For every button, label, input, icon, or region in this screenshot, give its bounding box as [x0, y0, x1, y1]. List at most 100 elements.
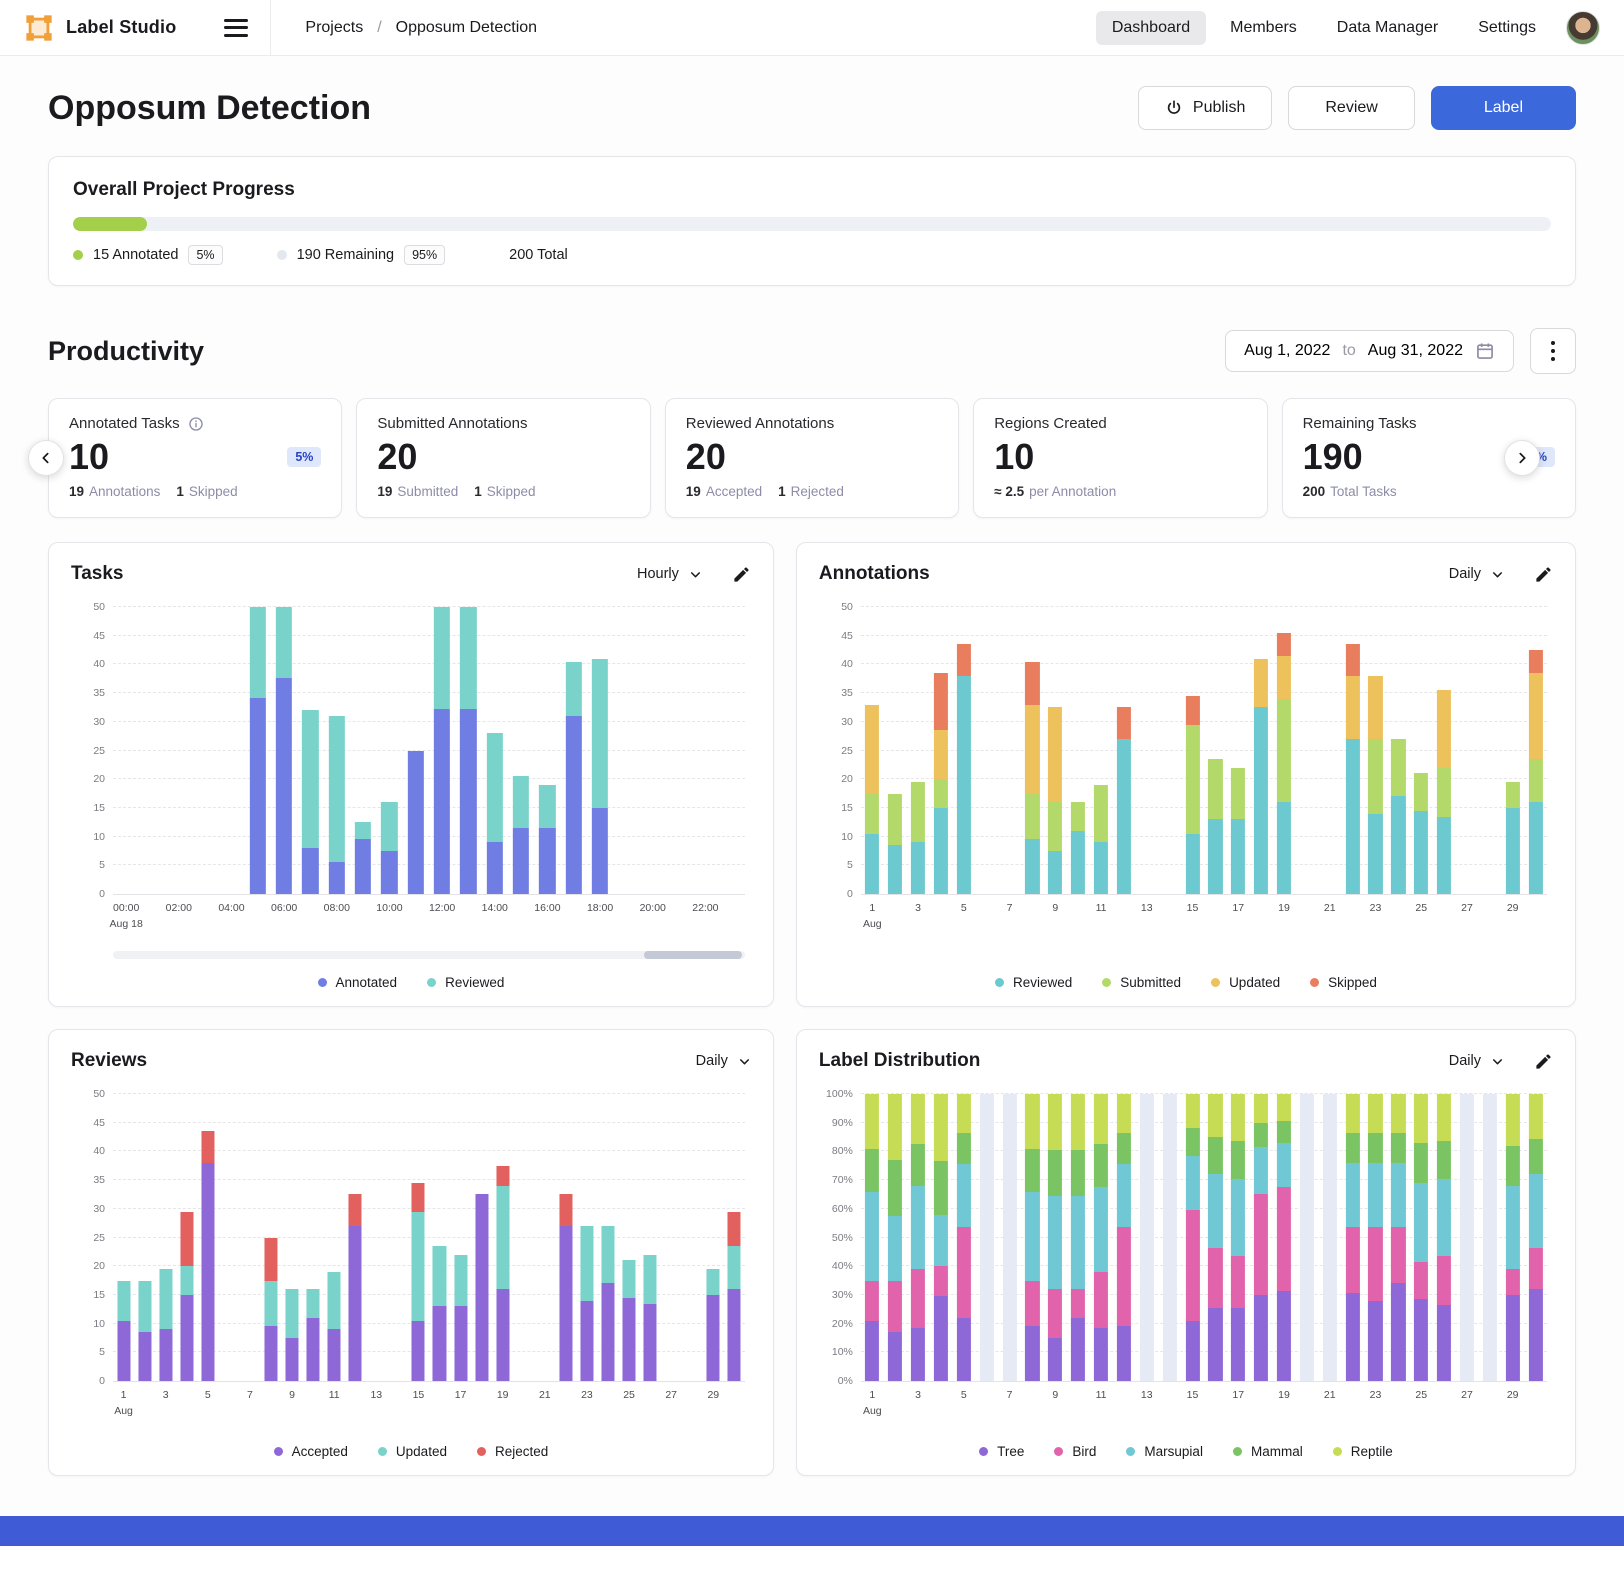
annotated-percent-chip: 5% — [188, 245, 223, 265]
stat-card-value: 10 — [69, 436, 110, 477]
legend-item-reviewed[interactable]: Reviewed — [427, 975, 504, 990]
x-axis-tick-label: 12:00 — [428, 902, 456, 914]
x-axis-tick-label: 5 — [204, 1389, 211, 1401]
label-distribution-interval-dropdown[interactable]: Daily — [1449, 1053, 1504, 1069]
x-axis-tick-label: 13 — [1140, 902, 1153, 914]
date-range-picker[interactable]: Aug 1, 2022 to Aug 31, 2022 — [1225, 330, 1514, 372]
x-axis-tick-label: 27 — [665, 1389, 677, 1401]
legend-item-reviewed[interactable]: Reviewed — [994, 975, 1072, 990]
x-axis-tick-label: 06:00 — [270, 902, 298, 914]
labeldist-bar — [1436, 1094, 1452, 1381]
nav-divider — [270, 0, 272, 56]
progress-bar-fill — [73, 217, 147, 231]
reviews-chart: 0 5 10 15 20 25 30 35 40 45 50 1 Aug 3 5 7 9 11 13 15 17 19 21… — [71, 1072, 751, 1459]
legend-item-accepted[interactable]: Accepted — [273, 1444, 348, 1459]
legend-item-annotated[interactable]: Annotated — [317, 975, 397, 990]
legend-item-skipped[interactable]: Skipped — [1310, 975, 1377, 990]
y-axis-tick-label: 15 — [841, 801, 853, 814]
brand: Label Studio — [24, 13, 176, 43]
label-button[interactable]: Label — [1430, 86, 1576, 130]
legend-item-marsupial[interactable]: Marsupial — [1126, 1444, 1203, 1459]
scrollbar-thumb[interactable] — [643, 951, 742, 959]
annotations-legend: Reviewed Submitted Updated Skipped — [819, 959, 1553, 990]
review-button[interactable]: Review — [1288, 86, 1415, 130]
y-axis-tick-label: 35 — [93, 1174, 105, 1187]
labeldist-bar — [956, 1094, 971, 1381]
legend-item-mammal[interactable]: Mammal — [1232, 1444, 1303, 1459]
progress-bar — [73, 217, 1551, 231]
tasks-bar — [512, 607, 530, 894]
stat-card-subtext: 19 Submitted 1 Skipped — [377, 484, 536, 499]
avatar[interactable] — [1566, 10, 1600, 45]
tasks-bar — [460, 607, 477, 894]
legend-item-rejected[interactable]: Rejected — [476, 1444, 548, 1459]
brand-name: Label Studio — [66, 17, 177, 37]
tasks-chart: 0 5 10 15 20 25 30 35 40 45 50 00:00 Aug 18 02:00 04:0… — [71, 585, 751, 990]
x-axis-tick-label: 9 — [289, 1389, 295, 1401]
annotations-bar — [1368, 607, 1383, 894]
reviews-bar — [643, 1094, 657, 1381]
stat-card-subtext: 200 Total Tasks — [1302, 484, 1397, 499]
tasks-interval-dropdown[interactable]: Hourly — [637, 566, 702, 582]
y-axis-tick-label: 20 — [93, 1260, 105, 1273]
tasks-bar — [249, 607, 266, 894]
reviews-interval-dropdown[interactable]: Daily — [696, 1053, 751, 1069]
placeholder-bar — [1299, 1094, 1314, 1381]
y-axis-tick-label: 35 — [841, 687, 853, 700]
overall-progress-panel: Overall Project Progress 15 Annotated 5%… — [48, 156, 1576, 286]
tasks-bar — [328, 607, 345, 894]
y-axis-tick-label: 0 — [99, 1375, 105, 1387]
reviews-bar — [201, 1094, 215, 1381]
legend-item-tree[interactable]: Tree — [979, 1444, 1024, 1459]
annotations-bar — [1436, 607, 1452, 894]
publish-button[interactable]: Publish — [1137, 86, 1273, 130]
page-header: Opposum Detection Publish Review Label — [48, 86, 1576, 130]
annotations-bar — [1048, 607, 1063, 894]
info-icon[interactable] — [188, 416, 204, 432]
legend-item-updated[interactable]: Updated — [1211, 975, 1280, 990]
annotations-bar — [956, 607, 971, 894]
tasks-bar — [539, 607, 556, 894]
x-axis-tick-label: 04:00 — [218, 902, 245, 914]
label-distribution-chart: 0% 10% 20% 30% 40% 50% 60% 70% 80% 90% 100% 1 Aug 3 5 7… — [819, 1072, 1553, 1459]
annotations-bar — [1276, 607, 1292, 894]
stat-card-annotated-tasks: Annotated Tasks 10 5% 19 Annotations 1 Skipped — [48, 398, 343, 518]
x-axis-tick-label: 1 Aug — [862, 1389, 882, 1417]
labeldist-bar — [1071, 1094, 1086, 1381]
nav-items: Dashboard Members Data Manager Settings — [1095, 10, 1552, 45]
tasks-horizontal-scrollbar[interactable] — [113, 951, 745, 959]
nav-item-members[interactable]: Members — [1214, 11, 1313, 45]
reviews-chart-title: Reviews — [71, 1050, 148, 1071]
stat-card-value: 20 — [685, 436, 726, 477]
reviews-bar — [264, 1094, 278, 1381]
nav-item-dashboard[interactable]: Dashboard — [1095, 10, 1207, 45]
breadcrumb-projects-link[interactable]: Projects — [305, 18, 364, 36]
carousel-left-icon[interactable] — [28, 440, 64, 476]
reviews-bar — [496, 1094, 510, 1381]
calendar-icon — [1477, 343, 1493, 359]
y-axis-tick-label: 50% — [831, 1231, 853, 1244]
reviews-bar — [117, 1094, 131, 1381]
legend-item-submitted[interactable]: Submitted — [1102, 975, 1181, 990]
breadcrumb: Projects / Opposum Detection — [305, 19, 537, 37]
reviews-bar — [475, 1094, 489, 1381]
annotations-edit-icon[interactable] — [1534, 565, 1553, 584]
chevron-down-icon — [1492, 571, 1503, 577]
reviews-bar — [580, 1094, 594, 1381]
nav-item-data-manager[interactable]: Data Manager — [1321, 11, 1454, 45]
legend-item-reptile[interactable]: Reptile — [1332, 1444, 1393, 1459]
tasks-edit-icon[interactable] — [732, 565, 751, 584]
legend-item-bird[interactable]: Bird — [1054, 1444, 1096, 1459]
carousel-right-icon[interactable] — [1504, 440, 1540, 476]
label-distribution-edit-icon[interactable] — [1534, 1052, 1553, 1071]
menu-icon[interactable] — [224, 18, 249, 37]
reviews-bar — [180, 1094, 194, 1381]
x-axis-tick-label: 7 — [246, 1389, 253, 1401]
annotations-interval-dropdown[interactable]: Daily — [1449, 566, 1504, 582]
legend-item-updated[interactable]: Updated — [377, 1444, 447, 1459]
stat-card-reviewed-annotations: Reviewed Annotations 20 19 Accepted 1 Rejecte… — [664, 398, 960, 518]
more-options-icon[interactable] — [1530, 328, 1576, 374]
nav-item-settings[interactable]: Settings — [1462, 11, 1552, 45]
progress-title: Overall Project Progress — [73, 179, 295, 200]
reviews-bar — [432, 1094, 446, 1381]
